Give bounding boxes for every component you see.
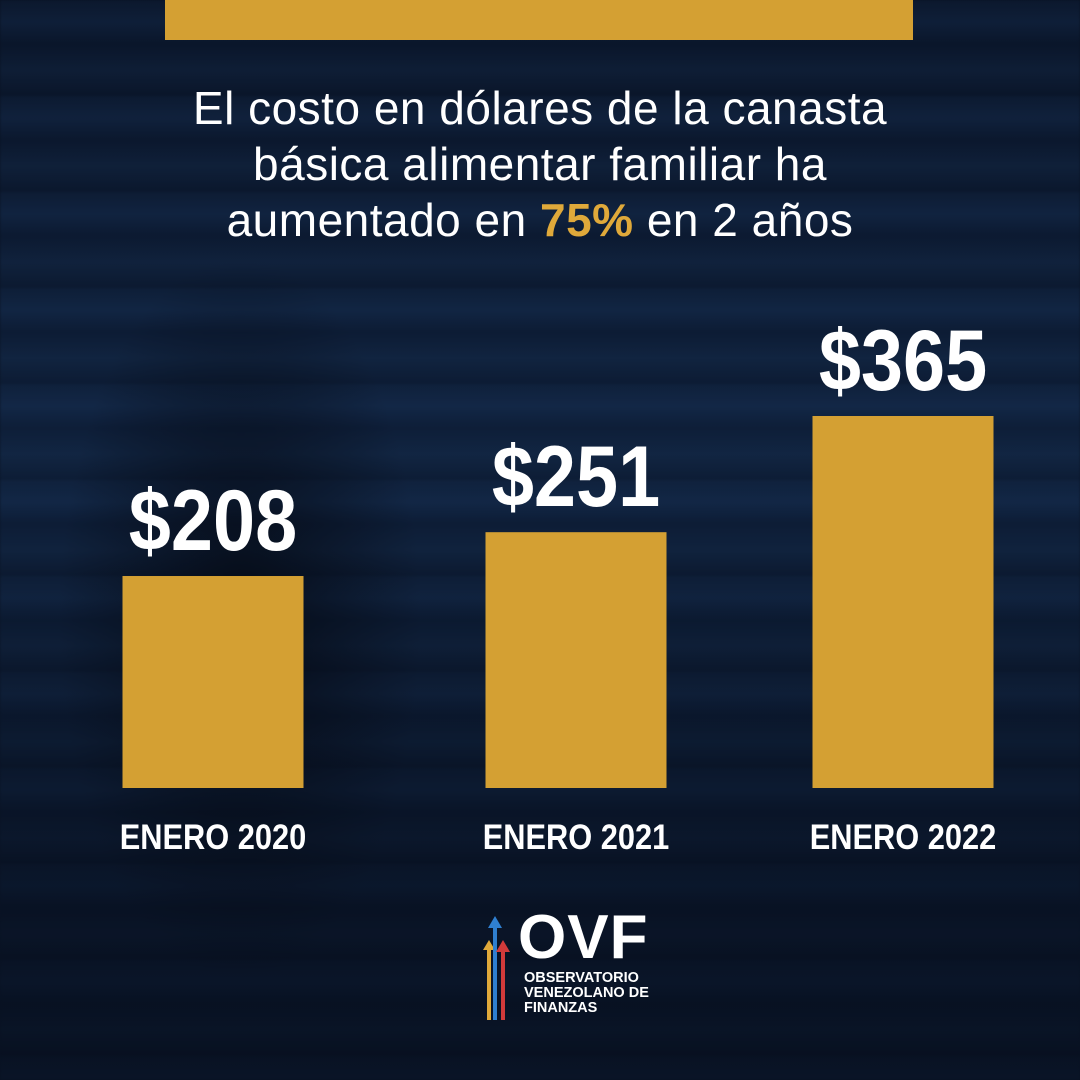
growth-arrows-icon [483, 916, 510, 1020]
bar-3 [812, 416, 994, 788]
logo-subtitle: OBSERVATORIO VENEZOLANO DE FINANZAS [524, 971, 694, 1016]
category-label-1: ENERO 2020 [120, 817, 307, 856]
logo-wordmark: OVF [518, 903, 649, 972]
category-label-3: ENERO 2022 [810, 817, 997, 856]
logo-line-1: OBSERVATORIO [524, 970, 639, 986]
headline-percentage-highlight: 75% [539, 194, 634, 246]
bar-value-label-3: $365 [819, 314, 987, 410]
ovf-logo: OVF OBSERVATORIO VENEZOLANO DE FINANZAS [470, 905, 700, 1030]
bar-value-label-2: $251 [492, 430, 660, 526]
bar-value-label-1: $208 [129, 474, 297, 570]
headline-line-3-start: aumentado en [226, 194, 540, 246]
top-accent-bar [165, 0, 913, 40]
bar-2 [485, 532, 667, 788]
logo-line-2: VENEZOLANO DE [524, 985, 649, 1001]
headline: El costo en dólares de la canasta básica… [90, 80, 990, 248]
headline-line-3: aumentado en 75% en 2 años [90, 192, 990, 248]
headline-line-1: El costo en dólares de la canasta [192, 82, 888, 134]
bar-1 [122, 576, 304, 788]
headline-line-3-end: en 2 años [633, 194, 854, 246]
headline-line-2: básica alimentar familiar ha [253, 138, 827, 190]
category-label-2: ENERO 2021 [483, 817, 670, 856]
logo-line-3: FINANZAS [524, 1000, 598, 1016]
